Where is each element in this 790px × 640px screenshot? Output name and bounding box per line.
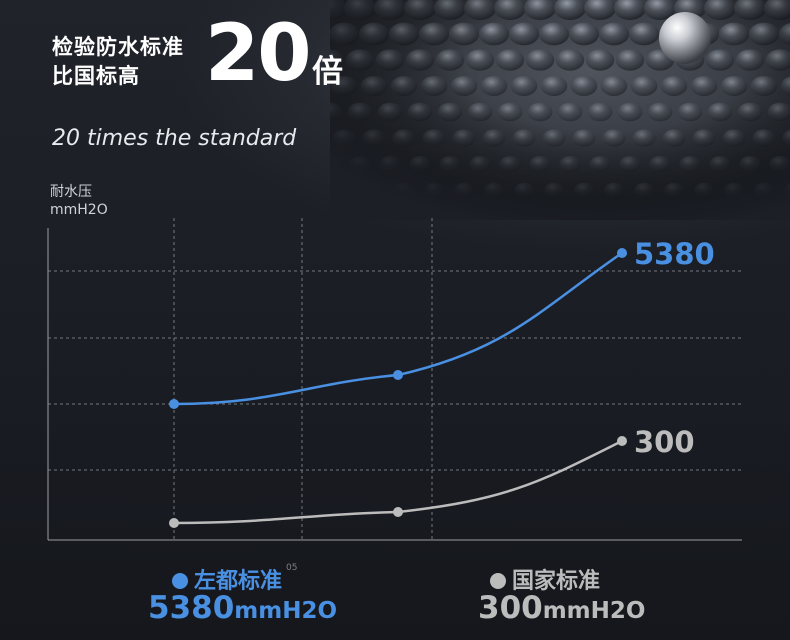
legend-brand: 左都标准05 xyxy=(172,563,297,595)
headline-unit: 倍 xyxy=(312,54,343,90)
y-axis-title: 耐水压 xyxy=(50,184,92,200)
data-point-brand-1 xyxy=(393,370,403,380)
end-label-brand: 5380 xyxy=(634,237,715,271)
legend-brand-label: 左都标准 xyxy=(194,569,283,594)
legend-national: 国家标准 xyxy=(490,563,600,595)
legend-brand-superscript: 05 xyxy=(286,563,298,573)
chart-end-labels: 5380 300 xyxy=(634,237,715,459)
end-label-national: 300 xyxy=(634,425,695,459)
headline-line2: 比国标高 xyxy=(52,64,140,88)
data-point-brand-2 xyxy=(617,248,627,258)
water-droplet-texture xyxy=(330,0,790,220)
data-point-national-0 xyxy=(169,518,179,528)
y-axis-unit: mmH2O xyxy=(50,202,108,218)
data-point-national-1 xyxy=(393,507,403,517)
headline-line1: 检验防水标准 xyxy=(52,35,184,59)
legend-national-unit: mmH2O xyxy=(542,598,646,624)
chart-grid xyxy=(47,218,742,541)
legend-national-label: 国家标准 xyxy=(512,569,601,594)
legend-brand-number: 5380 xyxy=(148,590,235,626)
series-line-brand xyxy=(173,251,623,406)
data-point-brand-0 xyxy=(169,399,179,409)
legend-brand-dot xyxy=(172,573,188,589)
headline-left: 检验防水标准 比国标高 xyxy=(52,33,184,91)
chart-series xyxy=(169,248,627,528)
subtitle: 20 times the standard xyxy=(52,126,297,151)
legend-national-value: 300mmH2O xyxy=(478,590,645,626)
data-point-national-2 xyxy=(617,436,627,446)
headline-number: 20 xyxy=(205,9,312,99)
legend-brand-unit: mmH2O xyxy=(234,598,338,624)
legend-national-dot xyxy=(490,573,506,589)
legend-national-number: 300 xyxy=(478,590,543,626)
legend-brand-value: 5380mmH2O xyxy=(148,590,337,626)
y-axis-label: 耐水压 mmH2O xyxy=(50,183,108,219)
